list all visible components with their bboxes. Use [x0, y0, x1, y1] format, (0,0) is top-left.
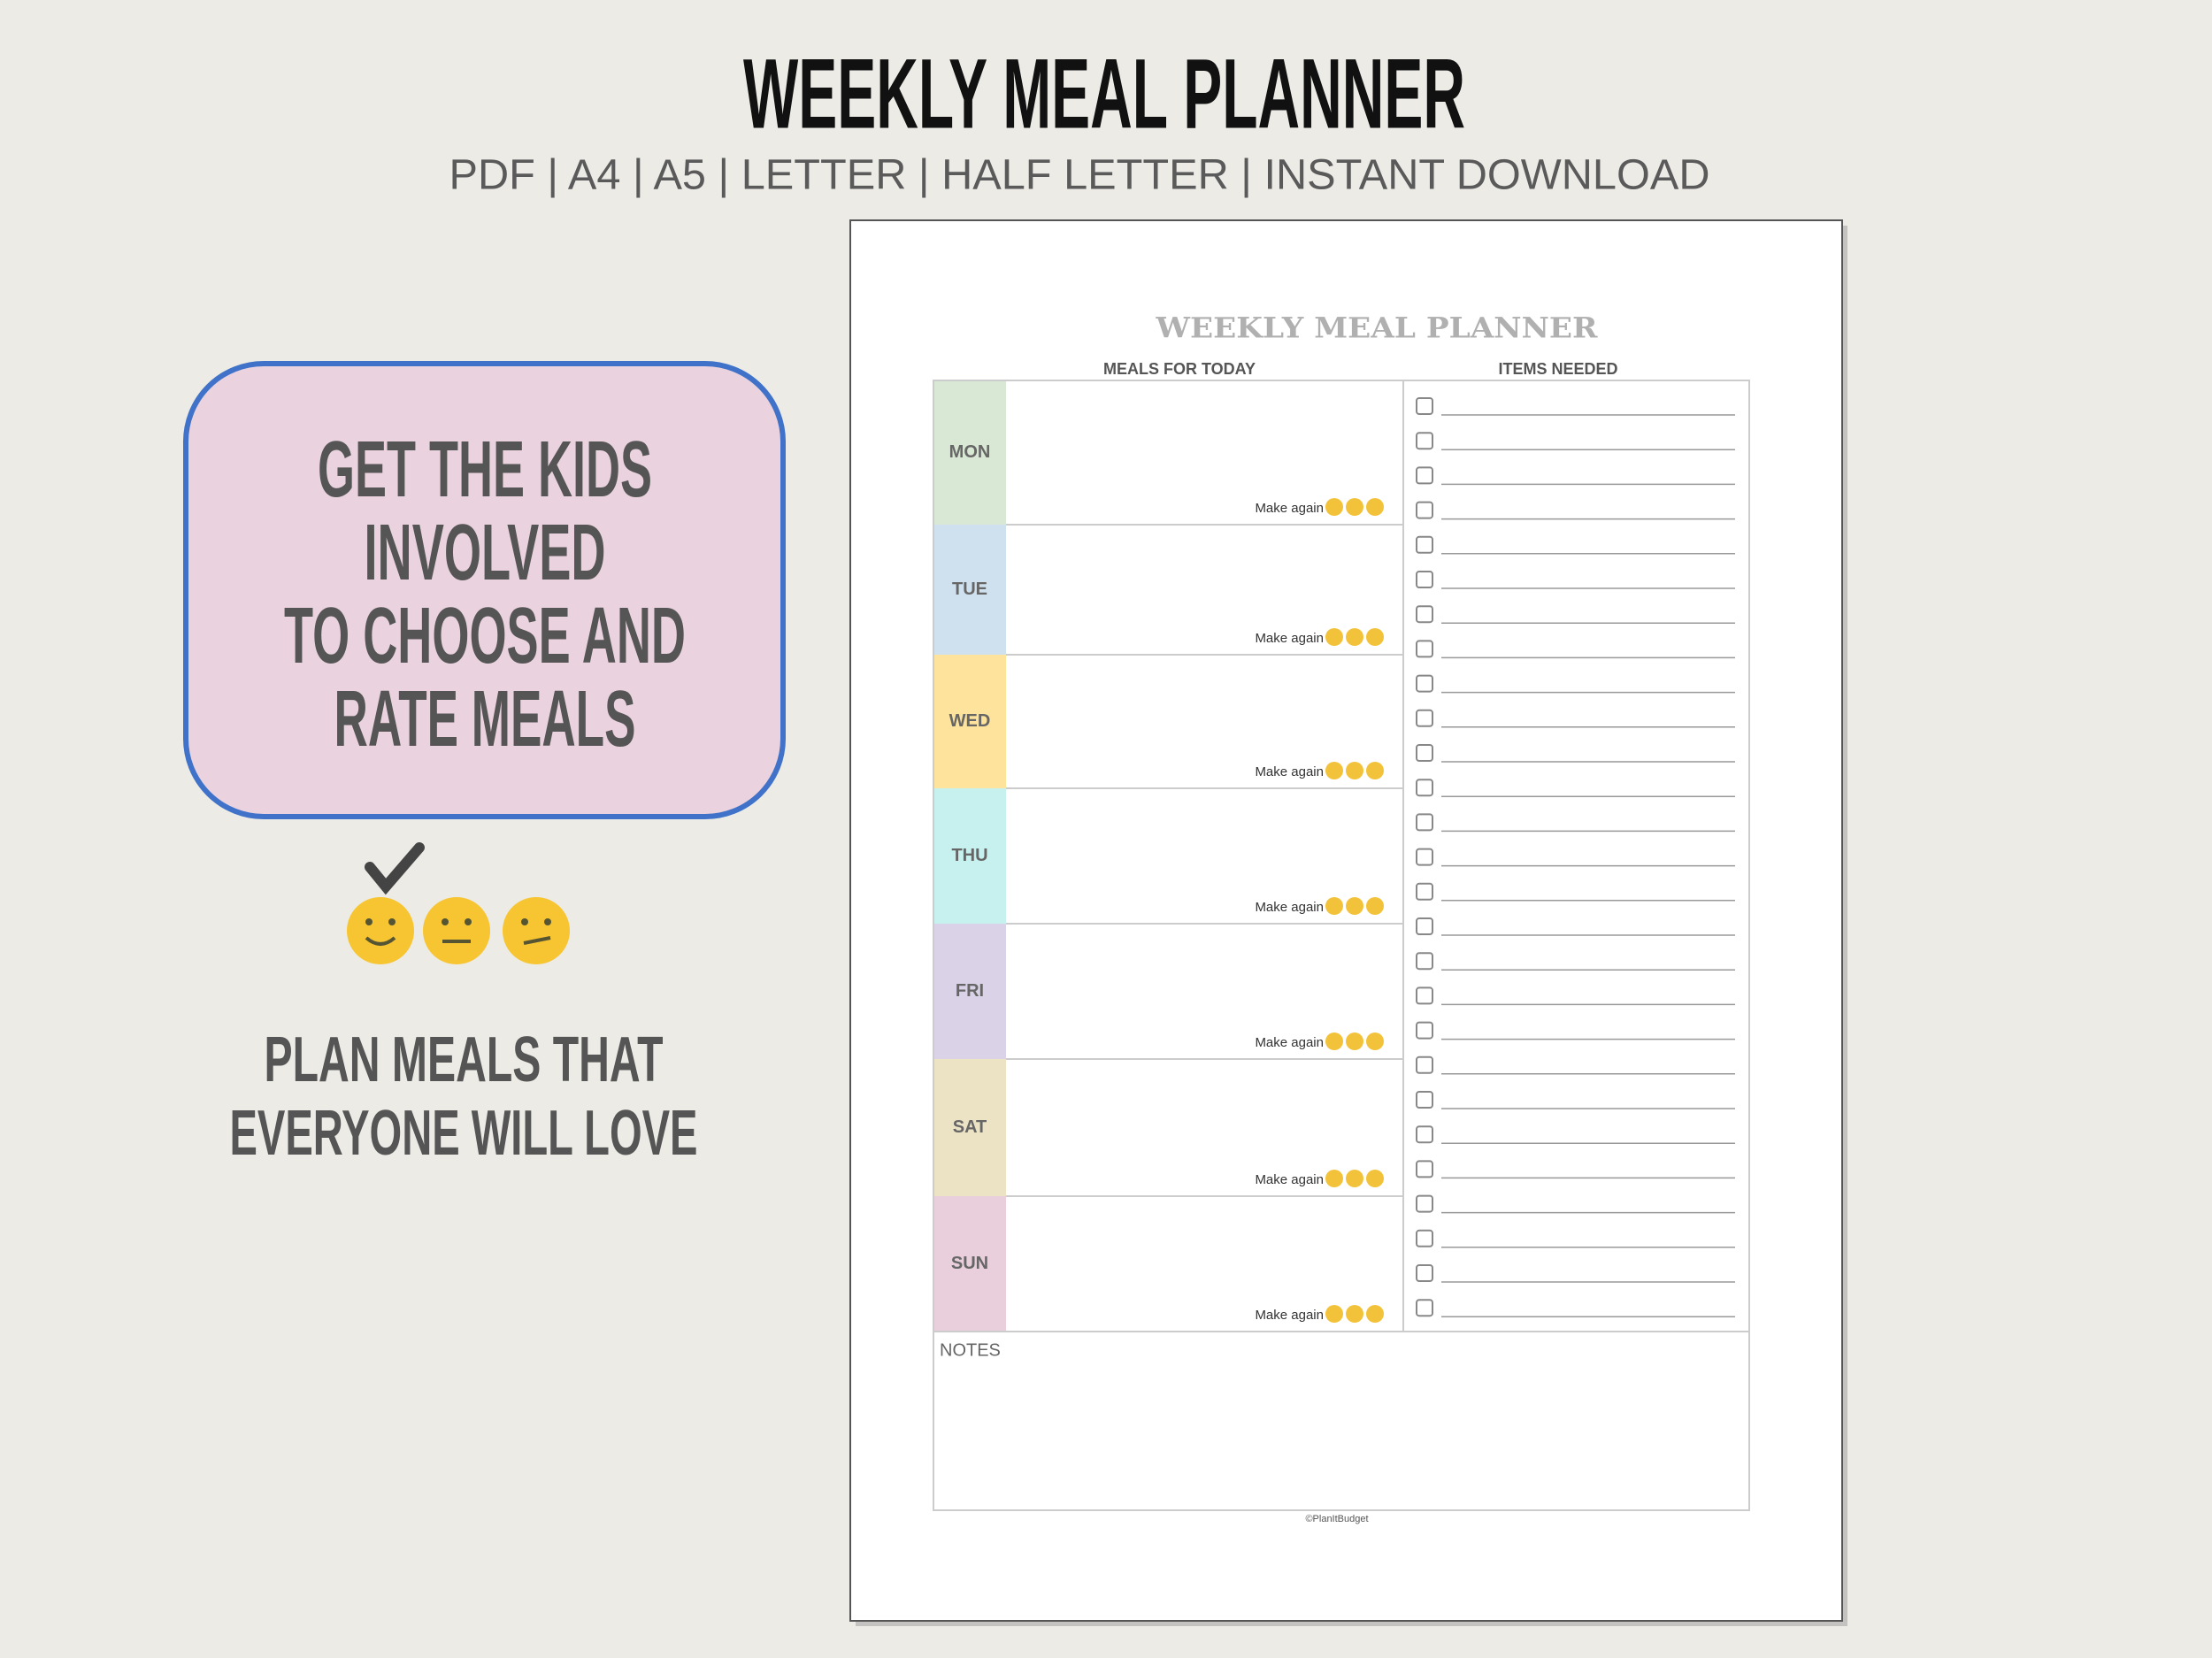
checkbox [1416, 709, 1433, 727]
checkbox [1416, 640, 1433, 658]
checkbox [1416, 1264, 1433, 1282]
checkbox [1416, 1055, 1433, 1074]
callout-line: INVOLVED [365, 509, 606, 597]
checkbox [1416, 1160, 1433, 1178]
rate-label: Make again [1255, 1172, 1324, 1187]
day-cell [933, 788, 1006, 924]
callout-line: GET THE KIDS [318, 426, 652, 514]
table-border [933, 380, 1750, 1511]
day-label: FRI [956, 981, 984, 1001]
rate-label: Make again [1255, 501, 1324, 516]
checkbox [1416, 571, 1433, 588]
planner-table: MON Make again TUE Make again WED Make again T… [933, 380, 1750, 1511]
notes-label: NOTES [940, 1340, 1001, 1360]
rate-face [1366, 498, 1384, 516]
rate-face [1325, 1170, 1343, 1187]
day-label: MON [949, 442, 991, 462]
rate-face [1366, 762, 1384, 779]
checkbox [1416, 1091, 1433, 1109]
day-label: THU [951, 846, 987, 865]
checkbox [1416, 917, 1433, 935]
rate-face [1346, 1032, 1363, 1050]
rate-label: Make again [1255, 1308, 1324, 1323]
column-header: MEALS FOR TODAY [1103, 360, 1256, 378]
day-cell [933, 1059, 1006, 1196]
checkbox [1416, 674, 1433, 693]
callout-line: RATE MEALS [334, 675, 636, 764]
checkbox [1416, 882, 1433, 901]
checkbox [1416, 432, 1433, 450]
checkbox [1416, 1194, 1433, 1213]
face-happy [347, 897, 414, 964]
checkbox [1416, 848, 1433, 866]
day-label: SUN [951, 1254, 988, 1273]
rate-label: Make again [1255, 1035, 1324, 1050]
checkbox [1416, 397, 1433, 415]
day-label: WED [949, 711, 991, 731]
rate-face [1366, 628, 1384, 646]
rate-face [1346, 1305, 1363, 1323]
rate-face [1325, 762, 1343, 779]
day-cell [933, 380, 1006, 525]
checkbox [1416, 1125, 1433, 1144]
rate-label: Make again [1255, 631, 1324, 646]
paper [849, 219, 1843, 1622]
callout-line: TO CHOOSE AND [284, 592, 686, 680]
day-label: SAT [953, 1117, 987, 1137]
checkbox [1416, 952, 1433, 971]
checkbox [1416, 986, 1433, 1005]
planner-title: WEEKLY MEAL PLANNER [1155, 311, 1598, 345]
checkbox [1416, 501, 1433, 519]
rating-faces [347, 842, 570, 964]
rate-face [1346, 1170, 1363, 1187]
checkmark [365, 842, 425, 895]
day-label: TUE [952, 580, 987, 599]
column-header: ITEMS NEEDED [1498, 360, 1617, 378]
rate-label: Make again [1255, 900, 1324, 915]
rate-face [1366, 897, 1384, 915]
rate-face [1346, 762, 1363, 779]
rate-face [1346, 498, 1363, 516]
day-cell [933, 655, 1006, 788]
rate-face [1346, 628, 1363, 646]
checkbox [1416, 1299, 1433, 1317]
checkbox [1416, 605, 1433, 624]
planner-footer: ©PlanItBudget [1305, 1514, 1368, 1524]
checkbox [1416, 779, 1433, 797]
checkbox [1416, 535, 1433, 554]
rate-face [1346, 897, 1363, 915]
day-cell [933, 525, 1006, 655]
rate-face [1366, 1032, 1384, 1050]
tagline-line: PLAN MEALS THAT [265, 1025, 664, 1095]
rate-label: Make again [1255, 764, 1324, 779]
rate-face [1366, 1170, 1384, 1187]
face-neutral [423, 897, 490, 964]
rate-face [1325, 1305, 1343, 1323]
rate-face [1325, 628, 1343, 646]
subtitle: PDF | A4 | A5 | LETTER | HALF LETTER | I… [449, 152, 1710, 199]
checkbox [1416, 466, 1433, 485]
face-confused [503, 897, 570, 964]
checkbox [1416, 1021, 1433, 1040]
rate-face [1325, 897, 1343, 915]
tagline-line: EVERYONE WILL LOVE [230, 1098, 698, 1169]
checkbox [1416, 744, 1433, 762]
checkbox [1416, 1229, 1433, 1247]
rate-face [1325, 498, 1343, 516]
rate-face [1325, 1032, 1343, 1050]
callout-box [183, 361, 786, 819]
day-cell [933, 924, 1006, 1059]
checkbox [1416, 813, 1433, 832]
rate-face [1366, 1305, 1384, 1323]
day-cell [933, 1196, 1006, 1332]
title: WEEKLY MEAL PLANNER [743, 39, 1465, 150]
